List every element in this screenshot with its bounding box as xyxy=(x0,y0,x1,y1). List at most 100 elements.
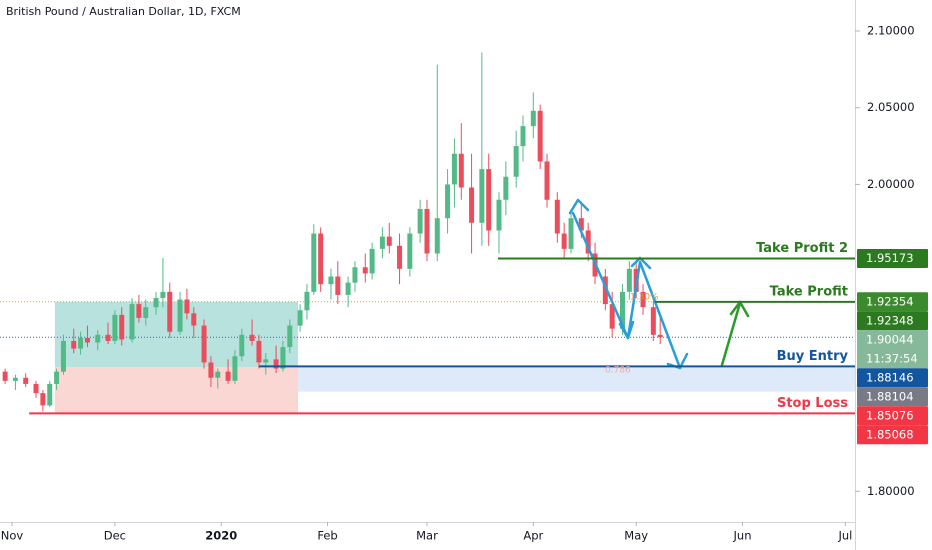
candle-body xyxy=(407,233,413,269)
candle-body xyxy=(160,291,166,298)
candle-body xyxy=(71,340,77,349)
candle-body xyxy=(239,334,245,357)
candle-body xyxy=(568,218,574,249)
candle-body xyxy=(386,236,392,246)
candle-body xyxy=(191,313,197,326)
zones xyxy=(0,301,856,414)
price-tag-label: 1.92354 xyxy=(866,294,914,308)
candle-body xyxy=(424,208,430,254)
candle-body xyxy=(486,169,492,231)
candle-body xyxy=(249,334,255,341)
candle-body xyxy=(33,383,39,394)
candle-body xyxy=(362,267,368,274)
candle-body xyxy=(184,299,190,314)
price-tag-label: 1.92348 xyxy=(866,313,914,327)
levels: Take Profit 2 Take Profit Buy Entry Stop Lo… xyxy=(29,241,855,415)
candle-body xyxy=(256,340,262,363)
candle-body xyxy=(215,371,221,378)
candle-body xyxy=(585,230,591,254)
y-tick-label: 2.10000 xyxy=(867,23,915,37)
arrow-head xyxy=(618,320,635,340)
axes: 1.80000 2.00000 2.05000 2.10000 1.95173 1.923… xyxy=(1,23,928,543)
candle-body xyxy=(609,304,615,329)
candle-body xyxy=(458,153,464,188)
candle-body xyxy=(554,199,560,234)
level-label: Take Profit xyxy=(770,284,848,299)
price-tag-label: 1.88146 xyxy=(866,370,914,384)
price-tag xyxy=(857,330,928,369)
zone xyxy=(54,367,299,414)
price-tag-label: 1.88104 xyxy=(866,389,914,403)
price-tag-label: 1.95173 xyxy=(866,251,914,265)
zone xyxy=(54,301,299,368)
candle-body xyxy=(578,218,584,231)
level-label: Buy Entry xyxy=(777,349,849,364)
candle-body xyxy=(602,276,608,305)
annotation: 1.30% xyxy=(630,293,659,303)
x-tick-label: Jun xyxy=(733,529,752,543)
x-tick-label: Jul xyxy=(837,529,852,543)
candle-body xyxy=(397,245,403,269)
price-tag-label: 1.85076 xyxy=(866,408,914,422)
candle-body xyxy=(95,334,101,343)
price-tag-label: 1.85068 xyxy=(866,427,914,441)
candle-body xyxy=(657,334,663,338)
wave-arrow xyxy=(571,211,682,370)
candle-body xyxy=(619,291,625,329)
candle-body xyxy=(201,325,207,363)
candle-body xyxy=(153,297,159,308)
candle-body xyxy=(208,362,214,378)
candle-body xyxy=(54,371,60,384)
candle-body xyxy=(345,282,351,295)
candle-body xyxy=(561,233,567,249)
zone xyxy=(298,367,856,392)
candle-body xyxy=(530,110,536,127)
candle-body xyxy=(650,307,656,335)
x-tick-label: Nov xyxy=(1,529,24,543)
candle-body xyxy=(352,267,358,283)
candle-body xyxy=(328,276,334,285)
arrow-head xyxy=(568,198,590,215)
candle-body xyxy=(417,208,423,234)
annotation: 0.786 xyxy=(605,366,631,376)
price-tag xyxy=(857,248,928,268)
candle-body xyxy=(105,334,111,341)
candle-body xyxy=(640,291,646,308)
x-tick-label: May xyxy=(624,529,648,543)
candle-body xyxy=(23,377,29,384)
candle-body xyxy=(318,233,324,285)
candle-body xyxy=(469,187,475,223)
candle-body xyxy=(297,310,303,326)
candle-body xyxy=(335,276,341,295)
chart-title: British Pound / Australian Dollar, 1D, F… xyxy=(6,5,241,18)
candle-body xyxy=(143,307,149,318)
candle-body xyxy=(479,169,485,223)
y-tick-label: 2.05000 xyxy=(867,100,915,114)
y-tick-label: 2.00000 xyxy=(867,177,915,191)
candle-body xyxy=(78,337,84,349)
candle-body xyxy=(496,199,502,231)
candle-body xyxy=(263,359,269,363)
x-tick-label: Dec xyxy=(104,529,126,543)
plot xyxy=(2,52,663,412)
candle-body xyxy=(626,268,632,292)
x-tick-label: Feb xyxy=(317,529,337,543)
price-tag xyxy=(857,406,928,426)
candle-body xyxy=(12,377,18,381)
price-tag xyxy=(857,292,928,312)
candle-body xyxy=(273,359,279,369)
candle-body xyxy=(379,236,385,249)
candle-body xyxy=(177,299,183,332)
price-tag-label: 1.90044 xyxy=(866,332,914,346)
candle-body xyxy=(167,291,173,332)
price-tag xyxy=(857,387,928,407)
candle-body xyxy=(287,325,293,348)
candle-body xyxy=(47,383,53,406)
candle-body xyxy=(232,356,238,381)
candle-body xyxy=(369,248,375,274)
target-arrow xyxy=(720,301,742,367)
candle-body xyxy=(311,233,317,292)
candle-body xyxy=(544,161,550,200)
